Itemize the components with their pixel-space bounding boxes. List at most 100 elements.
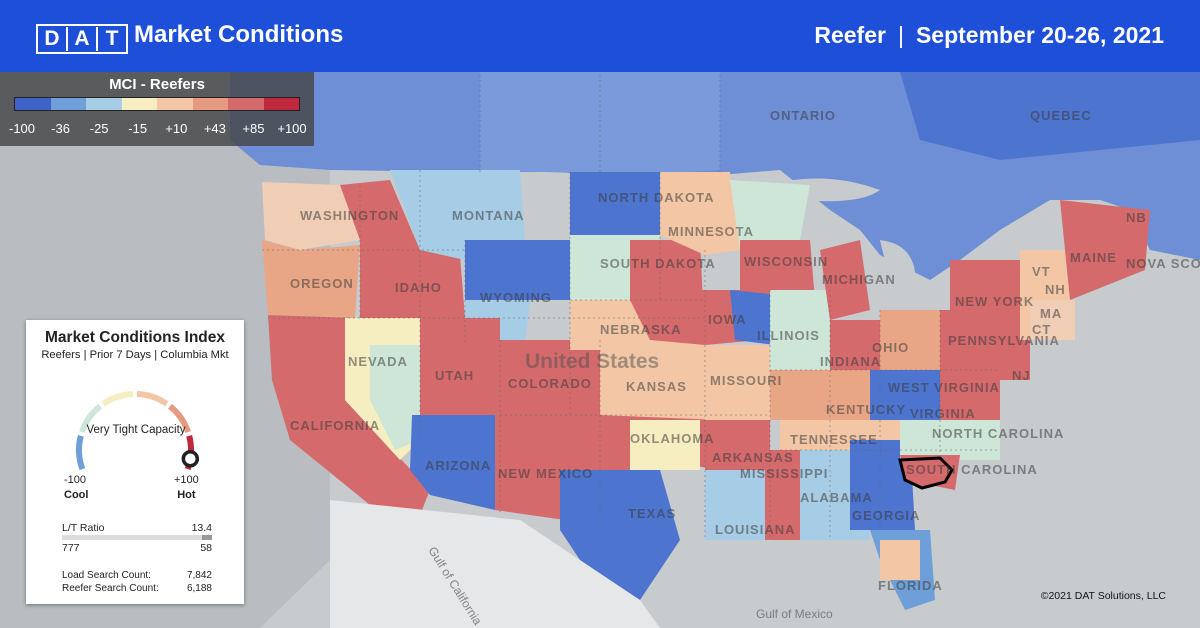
lt-ratio-row: L/T Ratio 13.4 xyxy=(62,522,212,534)
page-title: Market Conditions xyxy=(134,21,344,48)
map-state-label: PENNSYLVANIA xyxy=(948,333,1060,348)
map-canada-label: QUEBEC xyxy=(1030,108,1092,123)
map-state-label: VIRGINIA xyxy=(910,406,976,421)
legend-swatch xyxy=(192,98,228,110)
legend-swatch xyxy=(263,98,299,110)
gauge-min-value: -100 xyxy=(64,474,87,486)
map-state-label: KANSAS xyxy=(626,379,687,394)
map-state-label: CALIFORNIA xyxy=(290,418,380,433)
gauge-label: Very Tight Capacity xyxy=(86,424,186,436)
load-count: 777 xyxy=(62,542,80,554)
legend-tick-label: -100 xyxy=(8,121,36,136)
map-state-label: TEXAS xyxy=(628,506,676,521)
card-title: Market Conditions Index xyxy=(45,329,225,346)
map-state-label: MAINE xyxy=(1070,250,1117,265)
map-state-label: INDIANA xyxy=(820,354,881,369)
map-state-label: WEST VIRGINIA xyxy=(888,380,1000,395)
gauge-segment xyxy=(136,391,169,407)
map-state-label: KENTUCKY xyxy=(826,402,906,417)
copyright-notice: ©2021 DAT Solutions, LLC xyxy=(1040,590,1166,602)
map-state-label: GEORGIA xyxy=(852,508,920,523)
map-state-label: FLORIDA xyxy=(878,578,943,593)
map-state-label: OHIO xyxy=(872,340,909,355)
gauge-min-label: Cool xyxy=(64,489,89,501)
map-state-label: OKLAHOMA xyxy=(630,431,715,446)
gauge-max: +100 Hot xyxy=(174,474,199,501)
load-search-row: Load Search Count: 7,842 xyxy=(62,570,212,581)
logo-letter: T xyxy=(96,27,126,51)
legend-color-scale xyxy=(14,97,300,111)
map-state-label: ARKANSAS xyxy=(712,450,794,465)
map-state-label: TENNESSEE xyxy=(790,432,878,447)
lt-ratio-value: 13.4 xyxy=(191,522,212,534)
legend-tick-label: +10 xyxy=(165,121,188,136)
legend-tick-label: +43 xyxy=(203,121,226,136)
legend-swatch xyxy=(86,98,122,110)
market-index-card: Market Conditions Index Reefers | Prior … xyxy=(26,320,244,604)
legend-swatch xyxy=(157,98,193,110)
load-search-label: Load Search Count: xyxy=(62,570,151,581)
market-map[interactable]: WASHINGTON OREGON CALIFORNIA NEVADA IDAH… xyxy=(0,72,1200,628)
map-state-label: VT xyxy=(1032,264,1051,279)
gauge-min: -100 Cool xyxy=(64,474,88,501)
legend-title: MCI - Reefers xyxy=(109,76,205,93)
map-state-label: NEBRASKA xyxy=(600,322,682,337)
card-subtitle: Reefers | Prior 7 Days | Columbia Mkt xyxy=(41,349,229,361)
map-state-label: MISSOURI xyxy=(710,373,782,388)
map-water-label: Gulf of Mexico xyxy=(756,607,833,621)
map-state-label: NEVADA xyxy=(348,354,408,369)
map-country-label: United States xyxy=(525,350,659,373)
map-state-label: OREGON xyxy=(290,276,354,291)
gauge-segment xyxy=(101,391,134,407)
color-legend: MCI - Reefers -100 -36 -25 -15 +10 +43 +85 +100 xyxy=(0,72,314,146)
truck-count: 58 xyxy=(200,542,212,554)
legend-tick-label: +100 xyxy=(277,121,307,136)
legend-tick-label: -36 xyxy=(51,121,70,136)
map-state-label: MONTANA xyxy=(452,208,524,223)
reefer-search-value: 6,188 xyxy=(186,583,212,594)
map-state-label: MISSISSIPPI xyxy=(740,466,828,481)
map-state-label: WISCONSIN xyxy=(744,254,828,269)
legend-swatch xyxy=(15,98,51,110)
map-state-label: CT xyxy=(1032,322,1051,337)
map-state-label: WASHINGTON xyxy=(300,208,399,223)
equipment-type: Reefer xyxy=(814,22,886,48)
map-state-label: NJ xyxy=(1012,368,1031,383)
gauge-segment xyxy=(168,403,191,434)
legend-ticks: -100 -36 -25 -15 +10 +43 +85 +100 xyxy=(0,121,314,137)
lt-ratio-bar-fill xyxy=(201,535,212,540)
date-range: September 20-26, 2021 xyxy=(915,22,1164,48)
logo-letter: D xyxy=(44,27,60,50)
header-separator: | xyxy=(897,22,904,48)
legend-swatch xyxy=(121,98,157,110)
load-truck-row: 777 58 xyxy=(62,542,212,554)
map-state-label: WYOMING xyxy=(480,290,552,305)
legend-tick-label: -15 xyxy=(128,121,148,136)
columbia-market-outline xyxy=(898,456,954,490)
map-state-label: LOUISIANA xyxy=(715,522,796,537)
legend-swatch xyxy=(50,98,86,110)
map-canada-label: ONTARIO xyxy=(770,108,836,123)
map-state-label: ALABAMA xyxy=(800,490,873,505)
legend-tick-label: +85 xyxy=(242,121,265,136)
gauge-segment xyxy=(76,435,86,471)
map-state-label: ARIZONA xyxy=(425,458,491,473)
map-state-label: NORTH CAROLINA xyxy=(932,426,1064,441)
legend-swatch xyxy=(228,98,264,110)
reefer-search-label: Reefer Search Count: xyxy=(62,583,159,594)
map-state-label: NEW YORK xyxy=(955,294,1034,309)
map-state-label: MINNESOTA xyxy=(668,224,754,239)
gauge-max-label: Hot xyxy=(177,489,196,501)
map-state-label: NEW MEXICO xyxy=(498,466,593,481)
map-state-label: ILLINOIS xyxy=(757,328,820,343)
map-state-label: IDAHO xyxy=(395,280,442,295)
map-state-label: IOWA xyxy=(708,312,747,327)
map-state-label: SOUTH DAKOTA xyxy=(600,256,716,271)
reefer-search-row: Reefer Search Count: 6,188 xyxy=(62,583,212,594)
map-canada-label: NB xyxy=(1126,210,1147,225)
map-state-label: MA xyxy=(1040,306,1062,321)
map-canada-label: NOVA SCO xyxy=(1126,256,1200,271)
map-state-label: MICHIGAN xyxy=(822,272,896,287)
header-context: Reefer | September 20-26, 2021 xyxy=(814,22,1164,49)
